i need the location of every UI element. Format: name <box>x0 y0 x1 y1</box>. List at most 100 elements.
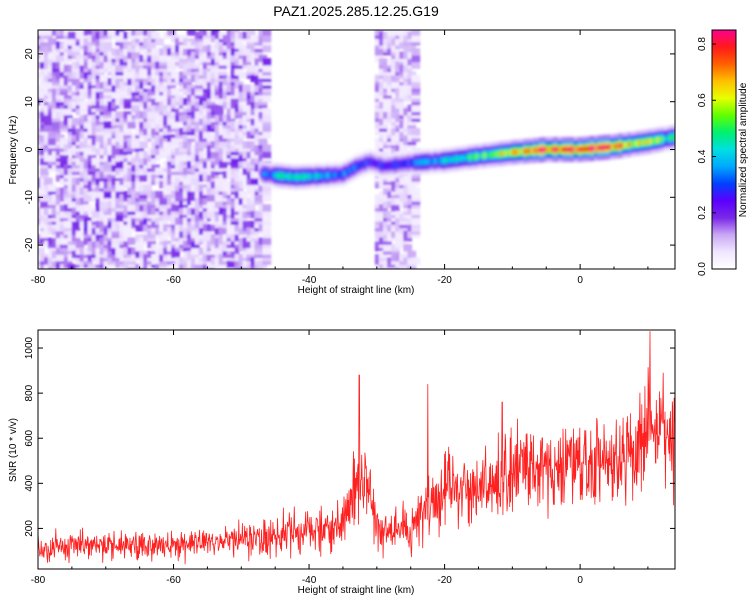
spectrogram-cell <box>411 30 421 36</box>
spectrogram-y-tick-label: 20 <box>24 48 35 60</box>
spectrogram-ridge-cell <box>618 143 622 149</box>
spectrogram-ridge-cell <box>616 143 619 149</box>
spectrogram-cell <box>403 244 413 252</box>
spectrogram-ridge-cell <box>435 158 439 164</box>
spectrogram-ridge-cell <box>604 144 608 150</box>
spectrogram-ridge-cell <box>409 160 413 166</box>
spectrogram-cell <box>83 30 93 36</box>
spectrogram-ridge-cell <box>303 174 306 180</box>
snr-frame <box>37 329 676 570</box>
spectrogram-cell <box>206 134 216 142</box>
snr-y-tick-label: 800 <box>24 384 35 401</box>
spectrogram-ridge-cell <box>428 158 432 165</box>
colorbar-ticks: 0.0 0.2 0.4 0.6 0.8 <box>697 37 716 276</box>
spectrogram-cell <box>391 204 400 212</box>
spectrogram-ridge-cell <box>374 160 377 166</box>
spectrogram-ridge-cell <box>286 173 290 180</box>
spectrogram-cell <box>383 244 392 252</box>
spectrogram-cell <box>262 151 272 159</box>
spectrogram-cell <box>218 161 228 169</box>
spectrogram-cell <box>43 30 53 36</box>
spectrogram-cell <box>127 237 137 245</box>
spectrogram-y-tick-label: 10 <box>24 96 35 108</box>
spectrogram-cell <box>171 121 180 129</box>
colorbar-tick-label: 0.8 <box>697 37 708 51</box>
spectrogram-ridge-cell <box>269 172 273 178</box>
spectrogram-ridge-cell <box>582 146 586 152</box>
spectrogram-ridge-cell <box>627 141 631 148</box>
spectrogram-ridge-cell <box>300 174 304 180</box>
spectrogram-ridge-cell <box>552 146 555 153</box>
spectrogram-ridge-cell <box>464 155 468 161</box>
spectrogram-ridge-cell <box>485 152 489 158</box>
spectrogram-ridge-cell <box>364 160 368 166</box>
spectrogram-cell <box>151 31 160 39</box>
spectrogram-ridge-cell <box>262 171 266 177</box>
spectrogram-ridge-cell <box>293 174 297 180</box>
spectrogram-ridge-cell <box>423 159 427 165</box>
spectrogram-cell <box>226 260 236 269</box>
spectrogram-ridge-cell <box>608 144 612 150</box>
spectrogram-ridge-cell <box>533 147 536 154</box>
spectrogram-ridge-cell <box>386 163 389 169</box>
spectrogram-cell <box>262 44 272 53</box>
snr-y-tick-label: 600 <box>24 429 35 446</box>
spectrogram-cell <box>99 74 109 83</box>
spectrogram-cell <box>262 124 272 132</box>
spectrogram-cell <box>411 257 421 265</box>
spectrogram-ridge-cell <box>400 161 404 167</box>
spectrogram-cell <box>399 264 409 269</box>
spectrogram-ridge-cell <box>518 149 522 155</box>
spectrogram-ridge-cell <box>281 173 285 179</box>
spectrogram-cell <box>238 190 248 199</box>
snr-x-axis: -80 -60 -40 -20 0 <box>31 330 649 586</box>
spectrogram-cell <box>79 101 89 109</box>
spectrogram-ridge-cell <box>329 172 332 178</box>
spectrogram-ridge-cell <box>447 157 451 163</box>
snr-y-axis: 200 400 600 800 1000 <box>24 336 675 537</box>
spectrogram-cell <box>43 124 53 132</box>
spectrogram-cell <box>214 200 224 209</box>
spectrogram-y-label: Frequency (Hz) <box>8 116 19 185</box>
spectrogram-ridge-cell <box>284 173 287 179</box>
spectrogram-cell <box>103 41 113 49</box>
spectrogram-cell <box>103 190 113 199</box>
spectrogram-ridge-cell <box>523 148 527 154</box>
spectrogram-ridge-cell <box>504 150 508 156</box>
spectrogram-cell <box>218 227 228 235</box>
spectrogram-ridge-cell <box>390 162 394 168</box>
spectrogram-cell <box>190 247 200 255</box>
spectrogram-ridge-cell <box>459 155 463 162</box>
spectrogram-cell <box>262 30 272 36</box>
spectrogram-ridge-cell <box>414 159 418 166</box>
spectrogram-ridge-cell <box>381 163 385 169</box>
spectrogram-cell <box>115 214 125 222</box>
spectrogram-cell <box>123 227 133 235</box>
spectrogram-ridge-cell <box>575 146 579 153</box>
spectrogram-cell <box>111 91 121 99</box>
spectrogram-cell <box>262 194 272 202</box>
spectrogram-y-tick-label: -10 <box>24 190 35 205</box>
spectrogram-noise-layer <box>38 30 421 269</box>
spectrogram-ridge-cell <box>665 135 669 142</box>
spectrogram-cell <box>159 84 168 93</box>
spectrogram-cell <box>91 210 101 219</box>
spectrogram-ridge-cell <box>566 146 570 153</box>
spectrogram-ridge-cell <box>362 161 366 167</box>
spectrogram-cell <box>262 94 272 103</box>
spectrogram-ridge-cell <box>469 154 472 160</box>
spectrogram-ridge-cell <box>395 161 399 168</box>
spectrogram-ridge-cell <box>397 161 401 167</box>
spectrogram-ridge-cell <box>592 145 596 151</box>
spectrogram-ridge-cell <box>357 163 361 169</box>
spectrogram-cell <box>411 34 421 43</box>
spectrogram-cell <box>202 38 212 46</box>
spectrogram-ridge-cell <box>528 148 532 154</box>
spectrogram-ridge-cell <box>450 157 453 163</box>
spectrogram-ridge-cell <box>590 145 593 152</box>
spectrogram-cell <box>115 111 125 119</box>
spectrogram-ridge-cell <box>402 161 406 167</box>
spectrogram-cell <box>230 157 240 166</box>
spectrogram-cell <box>254 194 264 202</box>
spectrogram-ridge-cell <box>267 171 271 178</box>
